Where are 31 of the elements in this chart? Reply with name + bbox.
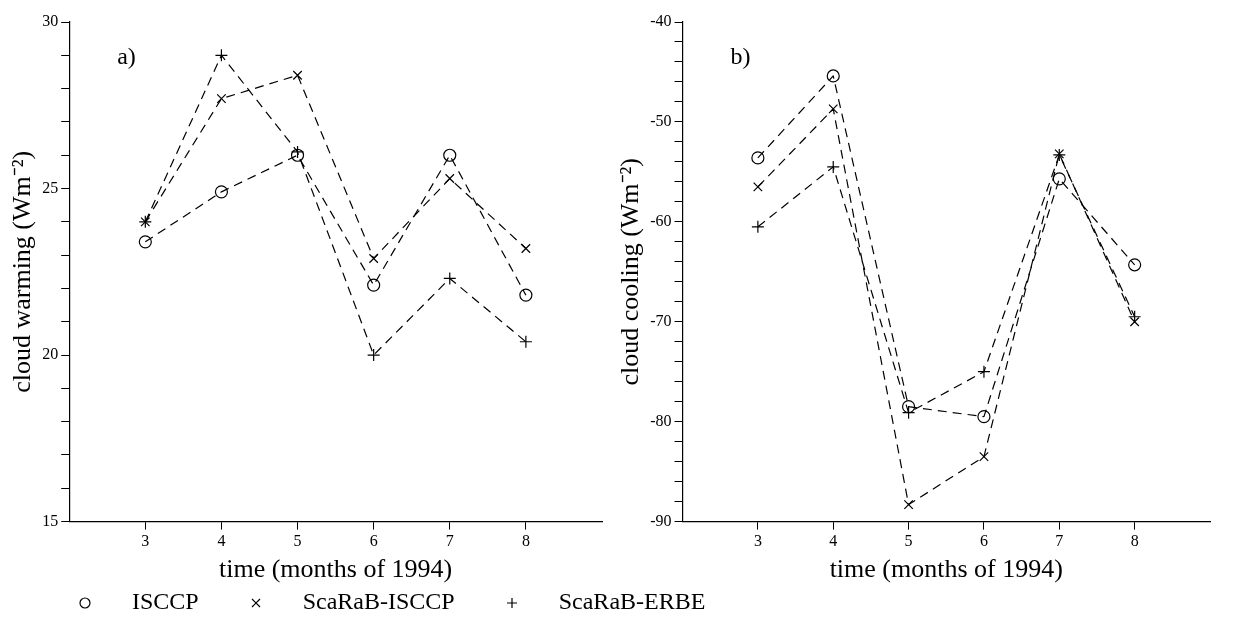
annotation: a): [117, 43, 136, 70]
legend-label: ScaRaB-ERBE: [558, 588, 706, 614]
y-axis-title: cloud warming (Wm⁻²): [7, 150, 37, 393]
x-tick-label: 4: [217, 532, 226, 550]
x-axis-title: time (months of 1994): [829, 554, 1063, 584]
y-tick-label: 25: [42, 178, 59, 196]
y-axis-title: cloud cooling (Wm⁻²): [615, 157, 645, 386]
x-tick-label: 3: [141, 532, 150, 550]
x-tick-label: 7: [445, 532, 454, 550]
legend-label: ISCCP: [132, 588, 199, 614]
x-tick-label: 5: [904, 532, 913, 550]
y-tick-label: -60: [650, 212, 672, 230]
y-tick-label: -80: [650, 411, 672, 429]
x-tick-label: 6: [979, 532, 988, 550]
y-tick-label: 20: [42, 345, 59, 363]
y-tick-label: 15: [42, 511, 59, 529]
y-tick-label: 30: [42, 12, 59, 30]
legend-label: ScaRaB-ISCCP: [302, 588, 455, 614]
y-tick-label: -70: [650, 311, 672, 329]
x-tick-label: 6: [369, 532, 378, 550]
x-tick-label: 8: [521, 532, 530, 550]
x-tick-label: 3: [753, 532, 762, 550]
y-tick-label: -40: [650, 12, 672, 30]
x-axis-title: time (months of 1994): [218, 554, 453, 584]
x-tick-label: 7: [1055, 532, 1064, 550]
y-tick-label: -90: [650, 511, 672, 529]
y-tick-label: -50: [650, 112, 672, 130]
annotation: b): [730, 43, 751, 70]
x-tick-label: 4: [829, 532, 838, 550]
x-tick-label: 5: [293, 532, 302, 550]
x-tick-label: 8: [1130, 532, 1139, 550]
